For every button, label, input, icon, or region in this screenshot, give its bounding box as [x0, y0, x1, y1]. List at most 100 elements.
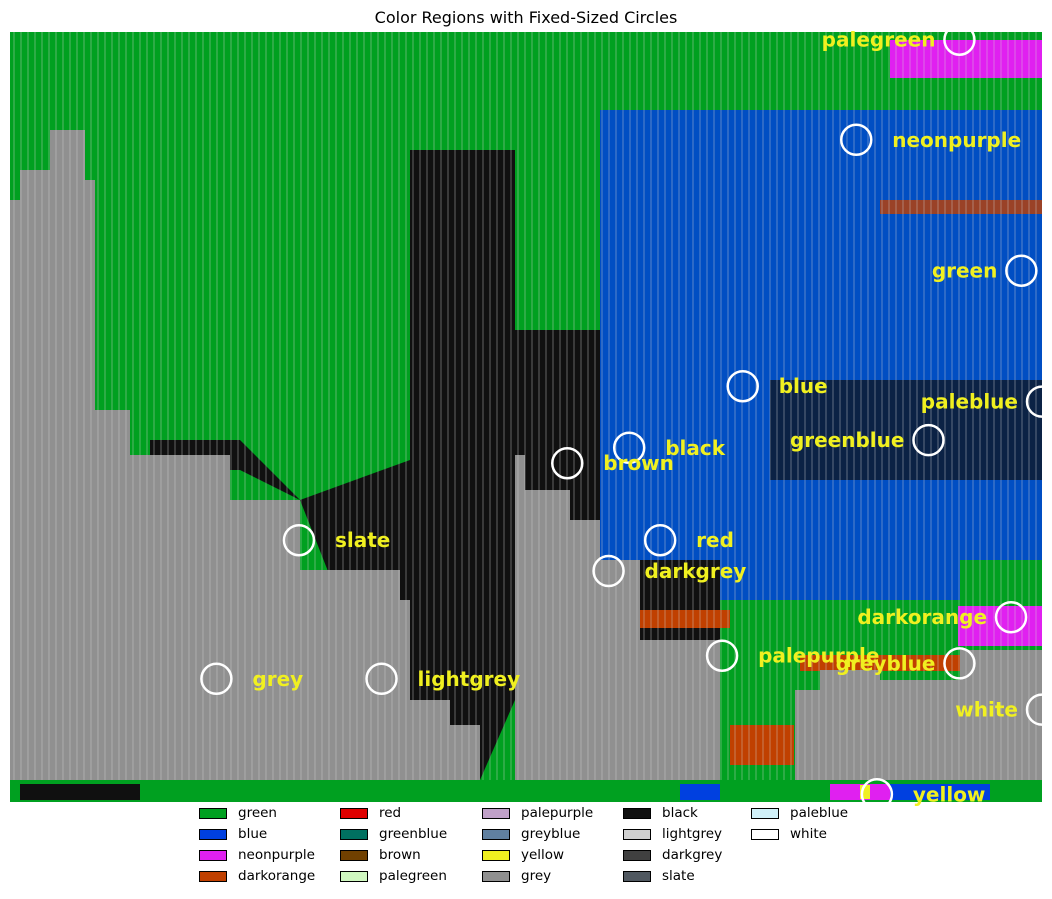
legend-item-paleblue: paleblue [751, 804, 848, 822]
legend-swatch [199, 828, 227, 840]
region-black [150, 150, 600, 780]
marker-circle-blue [726, 369, 759, 403]
legend-swatch [340, 828, 368, 840]
legend-item-yellow: yellow [482, 846, 564, 864]
marker-circle-brown [551, 446, 584, 480]
region-label-slate: slate [335, 528, 390, 552]
legend-swatch [623, 870, 651, 882]
bar-stripes [13, 32, 1037, 780]
legend-item-brown: brown [340, 846, 421, 864]
region-darkorange-2 [730, 725, 794, 765]
legend-swatch [199, 849, 227, 861]
legend-item-neonpurple: neonpurple [199, 846, 315, 864]
legend-label: white [790, 826, 827, 842]
legend-item-lightgrey: lightgrey [623, 825, 722, 843]
region-grey-right [795, 650, 1042, 780]
region-bottom-yellow [860, 785, 870, 799]
region-label-black: black [665, 436, 726, 460]
legend-item-darkgrey: darkgrey [623, 846, 722, 864]
legend-swatch [340, 807, 368, 819]
legend-swatch [751, 807, 779, 819]
legend-item-slate: slate [623, 867, 695, 885]
region-grey-left [10, 130, 480, 780]
region-label-greyblue: greyblue [836, 651, 936, 675]
region-neonpurple-top [890, 40, 1042, 78]
region-grey-mid [515, 455, 720, 780]
region-label-palegreen: palegreen [822, 28, 936, 52]
marker-circle-yellow [860, 778, 894, 811]
legend-item-palepurple: palepurple [482, 804, 593, 822]
region-label-brown: brown [603, 451, 674, 475]
legend-item-black: black [623, 804, 698, 822]
marker-circle-slate [282, 523, 316, 557]
legend-label: palegreen [379, 868, 447, 884]
legend-label: darkgrey [662, 847, 723, 863]
legend-label: grey [521, 868, 552, 884]
legend-item-white: white [751, 825, 827, 843]
region-bottom-blue-2 [890, 784, 990, 800]
legend-swatch [340, 849, 368, 861]
region-label-blue: blue [779, 374, 828, 398]
region-bottom-strip [10, 782, 1042, 802]
legend-label: yellow [521, 847, 565, 863]
legend-label: greenblue [379, 826, 448, 842]
legend-item-palegreen: palegreen [340, 867, 447, 885]
marker-circle-palegreen [943, 23, 976, 56]
legend-label: black [662, 805, 698, 821]
marker-circle-paleblue [1025, 385, 1052, 418]
region-label-greenblue: greenblue [790, 428, 905, 452]
marker-circle-neonpurple [839, 123, 873, 157]
legend-swatch [623, 828, 651, 840]
marker-circle-greenblue [912, 423, 945, 457]
region-label-paleblue: paleblue [921, 390, 1018, 414]
region-label-red: red [696, 528, 734, 552]
legend-swatch [482, 807, 510, 819]
legend-swatch [340, 870, 368, 882]
legend-item-green: green [199, 804, 277, 822]
marker-circle-red [643, 523, 677, 557]
legend-swatch [482, 870, 510, 882]
legend-item-grey: grey [482, 867, 551, 885]
legend-swatch [623, 807, 651, 819]
region-label-lightgrey: lightgrey [418, 667, 521, 691]
marker-circle-palepurple [705, 639, 739, 672]
legend-label: darkorange [238, 868, 316, 884]
marker-circle-green [1005, 254, 1038, 287]
legend-swatch [482, 849, 510, 861]
region-label-darkorange: darkorange [857, 605, 987, 629]
marker-circle-darkgrey [592, 554, 625, 588]
legend: green blue neonpurple darkorange red greenblu… [199, 804, 879, 894]
legend-item-darkorange: darkorange [199, 867, 315, 885]
legend-label: brown [379, 847, 421, 863]
legend-label: palepurple [521, 805, 594, 821]
legend-label: green [238, 805, 277, 821]
legend-swatch [623, 849, 651, 861]
region-label-yellow: yellow [913, 782, 986, 806]
marker-circle-white [1025, 693, 1052, 726]
region-label-palepurple: palepurple [758, 644, 879, 668]
marker-circle-darkorange [994, 600, 1028, 634]
marker-circle-greyblue [943, 647, 976, 680]
region-black-3 [770, 380, 1042, 480]
marker-circle-lightgrey [365, 662, 398, 696]
marker-circle-black [612, 431, 646, 465]
color-regions [10, 32, 1042, 802]
legend-item-red: red [340, 804, 401, 822]
annotations: palegreenneonpurplegreenbluepalebluegree… [200, 23, 1052, 811]
region-bottom-blue [680, 784, 720, 800]
legend-label: slate [662, 868, 695, 884]
region-label-white: white [955, 698, 1018, 722]
region-label-grey: grey [252, 667, 303, 691]
legend-label: greyblue [521, 826, 581, 842]
region-label-green: green [932, 259, 998, 283]
marker-circle-grey [200, 662, 233, 696]
legend-swatch [199, 870, 227, 882]
region-darkorange-1 [640, 610, 730, 628]
legend-swatch [482, 828, 510, 840]
legend-swatch [751, 828, 779, 840]
legend-item-greenblue: greenblue [340, 825, 447, 843]
legend-label: paleblue [790, 805, 849, 821]
legend-item-greyblue: greyblue [482, 825, 580, 843]
legend-label: lightgrey [662, 826, 723, 842]
